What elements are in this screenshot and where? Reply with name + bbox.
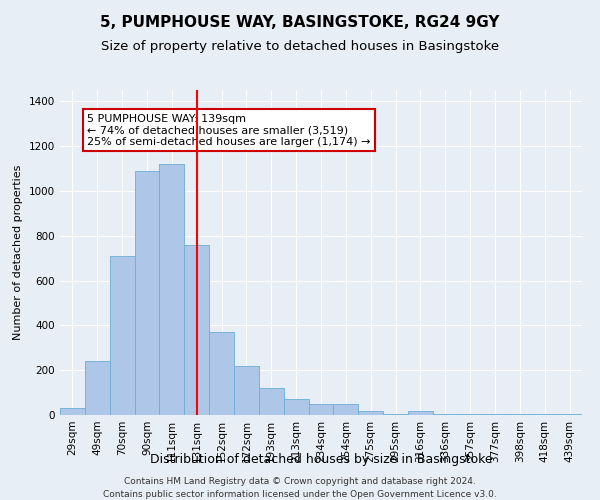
Bar [532, 414, 557, 415]
Bar [160, 164, 184, 415]
Bar [184, 244, 209, 415]
Bar [284, 400, 308, 415]
Bar [383, 414, 408, 415]
Text: Distribution of detached houses by size in Basingstoke: Distribution of detached houses by size … [149, 452, 493, 466]
Bar [110, 256, 134, 415]
Bar [433, 414, 458, 415]
Text: 5 PUMPHOUSE WAY: 139sqm
← 74% of detached houses are smaller (3,519)
25% of semi: 5 PUMPHOUSE WAY: 139sqm ← 74% of detache… [88, 114, 371, 147]
Bar [209, 332, 234, 415]
Bar [234, 366, 259, 415]
Bar [60, 408, 85, 415]
Y-axis label: Number of detached properties: Number of detached properties [13, 165, 23, 340]
Bar [308, 404, 334, 415]
Bar [134, 170, 160, 415]
Bar [557, 414, 582, 415]
Bar [482, 414, 508, 415]
Text: 5, PUMPHOUSE WAY, BASINGSTOKE, RG24 9GY: 5, PUMPHOUSE WAY, BASINGSTOKE, RG24 9GY [100, 15, 500, 30]
Text: Contains public sector information licensed under the Open Government Licence v3: Contains public sector information licen… [103, 490, 497, 499]
Bar [259, 388, 284, 415]
Bar [85, 361, 110, 415]
Text: Size of property relative to detached houses in Basingstoke: Size of property relative to detached ho… [101, 40, 499, 53]
Bar [358, 410, 383, 415]
Bar [458, 414, 482, 415]
Bar [408, 410, 433, 415]
Text: Contains HM Land Registry data © Crown copyright and database right 2024.: Contains HM Land Registry data © Crown c… [124, 478, 476, 486]
Bar [508, 414, 532, 415]
Bar [334, 404, 358, 415]
